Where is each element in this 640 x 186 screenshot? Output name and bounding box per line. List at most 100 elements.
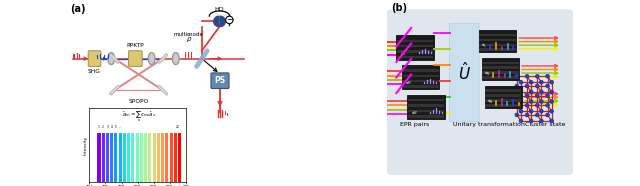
Circle shape: [546, 74, 549, 78]
Circle shape: [540, 80, 543, 84]
Circle shape: [226, 16, 233, 24]
Circle shape: [525, 113, 529, 117]
Circle shape: [550, 90, 554, 94]
FancyBboxPatch shape: [482, 66, 518, 69]
Circle shape: [540, 100, 543, 103]
Circle shape: [540, 109, 543, 113]
FancyBboxPatch shape: [482, 71, 518, 74]
Circle shape: [546, 113, 549, 117]
FancyBboxPatch shape: [403, 75, 438, 77]
FancyBboxPatch shape: [396, 35, 433, 60]
Text: PS: PS: [214, 76, 225, 85]
Text: $\hat{a}_M$: $\hat{a}_M$: [486, 98, 493, 106]
Text: Unitary transformation: Unitary transformation: [453, 122, 525, 127]
Circle shape: [519, 109, 523, 113]
Text: $\hat{a}_M$: $\hat{a}_M$: [405, 80, 412, 87]
Text: PPKTP: PPKTP: [127, 43, 144, 48]
Ellipse shape: [172, 52, 179, 65]
Text: $\hat{a}_1$: $\hat{a}_1$: [399, 50, 406, 58]
Circle shape: [525, 103, 529, 107]
FancyBboxPatch shape: [408, 95, 445, 119]
Circle shape: [546, 84, 549, 88]
Text: (a): (a): [70, 4, 85, 14]
FancyBboxPatch shape: [479, 30, 516, 52]
FancyBboxPatch shape: [397, 39, 433, 42]
Circle shape: [525, 74, 529, 78]
Text: $\hat{\rho}$: $\hat{\rho}$: [186, 34, 192, 45]
Circle shape: [550, 119, 554, 123]
FancyBboxPatch shape: [129, 51, 142, 66]
Text: $\hat{a}_1$: $\hat{a}_1$: [481, 43, 487, 50]
Text: SPOPO: SPOPO: [129, 99, 148, 104]
FancyBboxPatch shape: [211, 73, 229, 89]
Circle shape: [529, 109, 533, 113]
Circle shape: [529, 119, 533, 123]
FancyBboxPatch shape: [479, 49, 516, 51]
FancyBboxPatch shape: [485, 99, 522, 102]
Circle shape: [529, 90, 533, 94]
Circle shape: [515, 84, 518, 88]
Ellipse shape: [108, 52, 115, 65]
FancyBboxPatch shape: [408, 99, 444, 101]
Circle shape: [519, 90, 523, 94]
FancyBboxPatch shape: [408, 110, 444, 112]
FancyBboxPatch shape: [408, 104, 444, 107]
Polygon shape: [214, 16, 219, 27]
FancyBboxPatch shape: [449, 23, 479, 122]
Ellipse shape: [148, 52, 155, 65]
Circle shape: [536, 113, 539, 117]
FancyBboxPatch shape: [403, 85, 438, 88]
Text: $\hat{U}$: $\hat{U}$: [458, 62, 470, 84]
Circle shape: [540, 90, 543, 94]
Text: Cluster state: Cluster state: [525, 122, 565, 127]
Circle shape: [525, 94, 529, 97]
Circle shape: [525, 84, 529, 88]
FancyBboxPatch shape: [482, 76, 518, 79]
FancyBboxPatch shape: [402, 65, 439, 89]
Text: HD: HD: [214, 7, 225, 12]
FancyBboxPatch shape: [397, 45, 433, 47]
Circle shape: [550, 100, 554, 103]
FancyBboxPatch shape: [397, 56, 433, 58]
Text: $\hat{a}_M$: $\hat{a}_M$: [411, 110, 418, 117]
Text: EPR pairs: EPR pairs: [400, 122, 429, 127]
FancyBboxPatch shape: [387, 9, 573, 175]
Text: (b): (b): [390, 3, 407, 13]
Circle shape: [519, 80, 523, 84]
Circle shape: [515, 113, 518, 117]
Circle shape: [519, 119, 523, 123]
Text: $\hat{a}_M$: $\hat{a}_M$: [484, 70, 490, 78]
FancyBboxPatch shape: [88, 51, 101, 66]
Circle shape: [515, 103, 518, 107]
FancyBboxPatch shape: [485, 94, 522, 97]
FancyBboxPatch shape: [479, 39, 516, 41]
Circle shape: [536, 94, 539, 97]
FancyBboxPatch shape: [485, 104, 522, 107]
Circle shape: [550, 109, 554, 113]
Circle shape: [536, 84, 539, 88]
Circle shape: [546, 94, 549, 97]
Circle shape: [550, 80, 554, 84]
Circle shape: [546, 103, 549, 107]
Circle shape: [519, 100, 523, 103]
FancyBboxPatch shape: [482, 62, 518, 64]
FancyBboxPatch shape: [397, 50, 433, 53]
FancyBboxPatch shape: [403, 69, 438, 72]
Text: −: −: [226, 15, 233, 24]
FancyBboxPatch shape: [479, 34, 516, 36]
Text: SHG: SHG: [88, 69, 101, 74]
Text: multimode: multimode: [174, 32, 204, 37]
Polygon shape: [220, 16, 225, 27]
Circle shape: [529, 80, 533, 84]
Circle shape: [536, 103, 539, 107]
Circle shape: [515, 74, 518, 78]
FancyBboxPatch shape: [484, 86, 522, 108]
Circle shape: [529, 100, 533, 103]
Circle shape: [536, 74, 539, 78]
FancyBboxPatch shape: [403, 80, 438, 82]
FancyBboxPatch shape: [482, 58, 519, 80]
FancyBboxPatch shape: [485, 89, 522, 92]
FancyBboxPatch shape: [479, 44, 516, 46]
Circle shape: [515, 94, 518, 97]
FancyBboxPatch shape: [408, 115, 444, 118]
